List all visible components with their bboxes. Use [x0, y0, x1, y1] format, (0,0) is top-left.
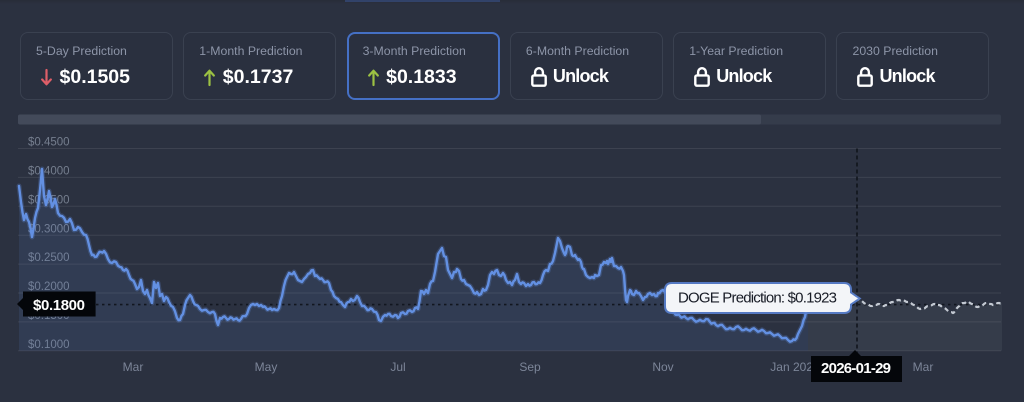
- svg-text:Mar: Mar: [123, 360, 144, 374]
- svg-text:$0.4500: $0.4500: [28, 137, 70, 149]
- svg-text:$0.1800: $0.1800: [33, 297, 85, 314]
- svg-text:$0.2500: $0.2500: [28, 252, 70, 264]
- svg-text:Jan 2026: Jan 2026: [770, 360, 820, 374]
- svg-text:May: May: [255, 360, 278, 374]
- svg-text:$0.1000: $0.1000: [28, 339, 70, 351]
- svg-text:Sep: Sep: [519, 360, 541, 374]
- svg-text:$0.2000: $0.2000: [28, 281, 70, 293]
- svg-text:$0.3000: $0.3000: [28, 223, 70, 235]
- svg-text:Jul: Jul: [390, 360, 405, 374]
- svg-text:Mar: Mar: [913, 360, 934, 374]
- svg-text:DOGE Prediction: $0.1923: DOGE Prediction: $0.1923: [678, 290, 837, 307]
- svg-text:Nov: Nov: [652, 360, 673, 374]
- svg-text:2026-01-29: 2026-01-29: [821, 360, 891, 377]
- svg-text:$0.4000: $0.4000: [28, 166, 70, 178]
